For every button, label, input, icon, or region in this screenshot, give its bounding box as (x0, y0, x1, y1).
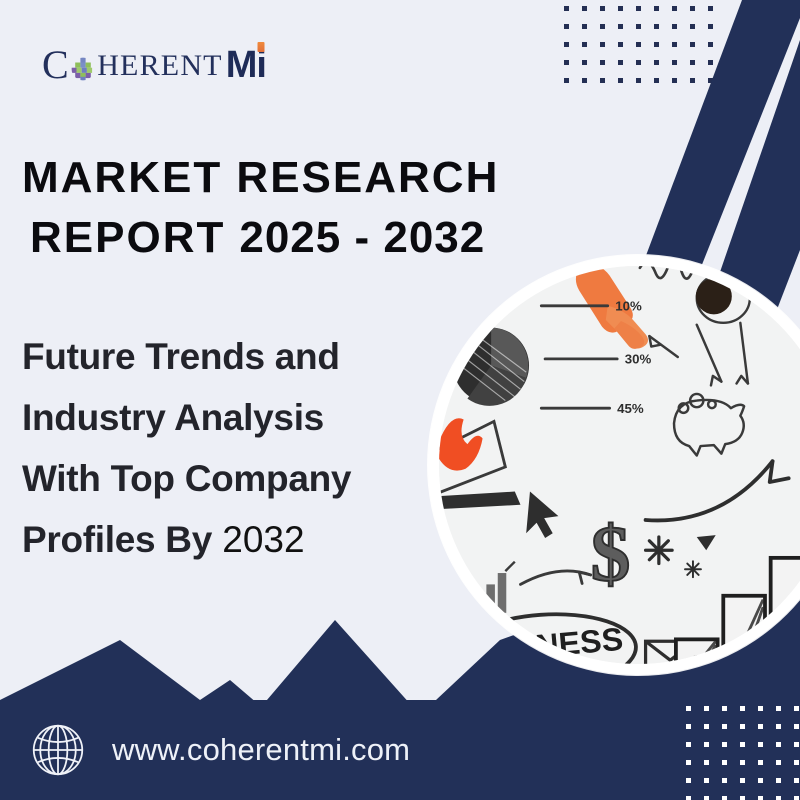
footer-bar: www.coherentmi.com (0, 700, 800, 800)
laptop-doodle (439, 418, 521, 510)
logo-letter-c: C (42, 42, 70, 87)
footer-dot-grid (686, 700, 800, 800)
headline-line-1: MARKET RESEARCH (22, 153, 500, 202)
arrow-to-dollar-doodle (519, 569, 593, 586)
subtitle-line-4-prefix: Profiles By (22, 519, 212, 560)
pct-label-mid: 30% (625, 352, 652, 367)
dollar-sign-doodle: $ $ (590, 510, 632, 600)
pct-label-bottom: 45% (617, 401, 644, 416)
svg-text:$: $ (591, 511, 631, 599)
orange-accent-bar (257, 41, 265, 52)
subtitle-block: Future Trends and Industry Analysis With… (22, 326, 442, 570)
percent-labels: 10% 30% 45% (615, 299, 651, 416)
asterisk-doodles (643, 535, 716, 579)
business-text: BUSINESS (457, 621, 624, 664)
hand-pointing-icon (575, 266, 649, 349)
subtitle-line-1: Future Trends and (22, 336, 340, 377)
headline-year-range: 2025 - 2032 (239, 213, 486, 262)
percent-lines-doodle (539, 304, 619, 410)
dot-grid-top-right (560, 0, 720, 84)
arrow-doodles (648, 321, 750, 387)
subtitle-line-4: Profiles By 2032 (22, 509, 442, 570)
headline-block: MARKET RESEARCH REPORT 2025 - 2032 (22, 148, 582, 268)
subtitle-line-3: With Top Company (22, 458, 352, 499)
piggy-bank-doodle (672, 392, 746, 457)
website-url[interactable]: www.coherentmi.com (112, 732, 411, 767)
pct-label-top: 10% (615, 299, 642, 314)
logo-letter-m: M (225, 43, 258, 86)
headline-report-word: REPORT (30, 213, 226, 262)
logo-letters-herent: HERENT (97, 49, 223, 82)
photo-contents: 10% 30% 45% (439, 266, 800, 664)
arrow-up-doodle (643, 459, 791, 523)
cursor-arrow-doodle (526, 491, 559, 538)
globe-grid-icon (70, 56, 97, 82)
subtitle-year: 2032 (212, 519, 305, 560)
headline-line-2: REPORT 2025 - 2032 (22, 208, 582, 268)
curve-arrow-left-doodle (439, 589, 466, 614)
svg-text:$: $ (591, 511, 631, 599)
globe-wireframe-icon (32, 724, 84, 776)
subtitle-line-2: Industry Analysis (22, 397, 324, 438)
logo-letter-i: i (256, 41, 267, 86)
business-doodle-photo: 10% 30% 45% (428, 255, 800, 675)
